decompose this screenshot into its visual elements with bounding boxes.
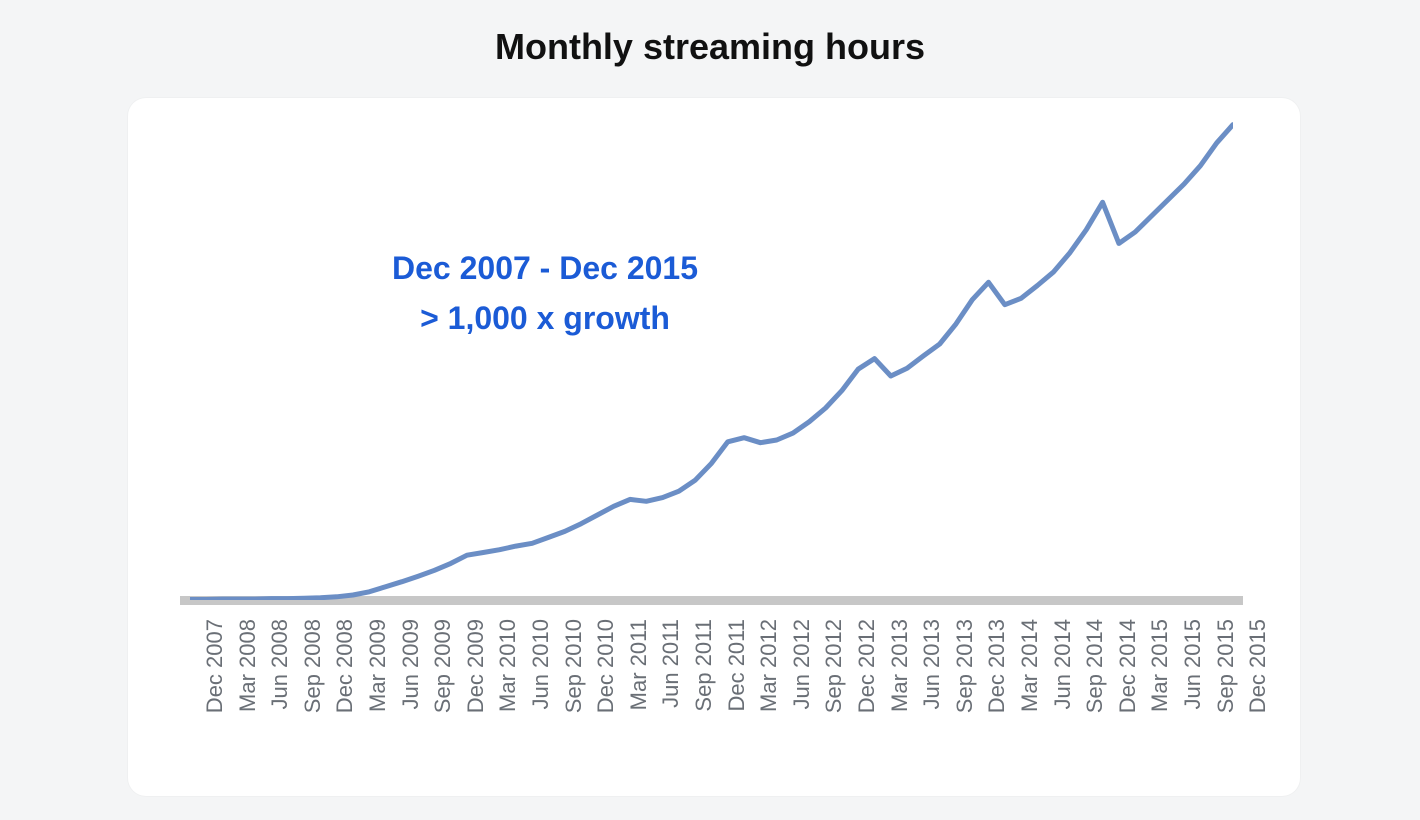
- x-axis-tick-label: Mar 2012: [756, 619, 782, 712]
- x-axis-tick-label: Dec 2014: [1115, 619, 1141, 713]
- x-axis-tick-label: Jun 2014: [1050, 619, 1076, 710]
- x-axis-tick-label: Dec 2012: [854, 619, 880, 713]
- x-axis-tick-label: Sep 2008: [300, 619, 326, 713]
- x-axis-tick-label: Sep 2010: [561, 619, 587, 713]
- x-axis-tick-label: Sep 2013: [952, 619, 978, 713]
- x-axis-tick-label: Mar 2014: [1017, 619, 1043, 712]
- x-axis-tick-label: Jun 2015: [1180, 619, 1206, 710]
- x-axis-tick-label: Dec 2008: [332, 619, 358, 713]
- annotation-line-2: > 1,000 x growth: [345, 294, 745, 344]
- x-axis-tick-label: Dec 2009: [463, 619, 489, 713]
- x-axis-tick-label: Dec 2007: [202, 619, 228, 713]
- x-axis-tick-label: Dec 2013: [984, 619, 1010, 713]
- chart-card: Dec 2007 - Dec 2015 > 1,000 x growth Dec…: [128, 98, 1300, 796]
- line-series: [190, 120, 1233, 600]
- x-axis-tick-label: Jun 2009: [398, 619, 424, 710]
- x-axis-tick-label: Jun 2013: [919, 619, 945, 710]
- x-axis-tick-label: Sep 2012: [821, 619, 847, 713]
- x-axis-tick-label: Mar 2008: [235, 619, 261, 712]
- page-root: Monthly streaming hours Dec 2007 - Dec 2…: [0, 0, 1420, 820]
- x-axis-tick-label: Dec 2011: [724, 619, 750, 712]
- x-axis-tick-label: Jun 2008: [267, 619, 293, 710]
- x-axis-tick-label: Sep 2009: [430, 619, 456, 713]
- x-axis-tick-label: Jun 2011: [658, 619, 684, 708]
- x-axis-tick-label: Jun 2012: [789, 619, 815, 710]
- growth-annotation: Dec 2007 - Dec 2015 > 1,000 x growth: [345, 244, 745, 343]
- x-axis-tick-label: Mar 2011: [626, 619, 652, 710]
- annotation-line-1: Dec 2007 - Dec 2015: [345, 244, 745, 294]
- x-axis-tick-label: Mar 2009: [365, 619, 391, 712]
- x-axis-tick-label: Mar 2010: [495, 619, 521, 712]
- x-axis-tick-label: Mar 2015: [1147, 619, 1173, 712]
- chart-title: Monthly streaming hours: [0, 26, 1420, 68]
- x-axis-tick-label: Sep 2014: [1082, 619, 1108, 713]
- x-axis-tick-label: Sep 2011: [691, 619, 717, 712]
- x-axis-tick-label: Sep 2015: [1213, 619, 1239, 713]
- x-axis-tick-label: Jun 2010: [528, 619, 554, 710]
- x-axis-tick-label: Dec 2010: [593, 619, 619, 713]
- x-axis-tick-label: Mar 2013: [887, 619, 913, 712]
- x-axis-tick-label: Dec 2015: [1245, 619, 1271, 713]
